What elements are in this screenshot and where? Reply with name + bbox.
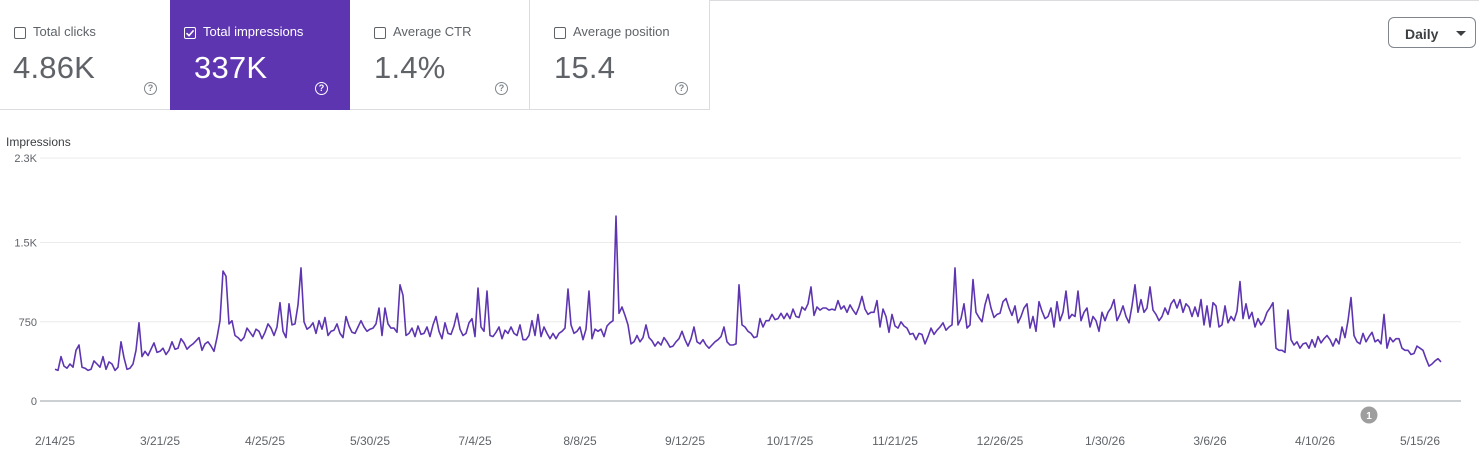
y-tick-label: 0 [31,396,37,408]
help-icon[interactable]: ? [495,82,508,95]
x-tick-label: 9/12/25 [665,434,705,448]
metric-card-total-impressions[interactable]: Total impressions 337K ? [170,0,350,110]
checkbox[interactable] [374,27,386,39]
caret-down-icon [1456,31,1466,36]
x-tick-label: 11/21/25 [872,434,918,448]
x-tick-label: 1/30/26 [1085,434,1125,448]
metric-label: Total clicks [33,24,96,39]
x-tick-label: 4/25/25 [245,434,285,448]
metric-value: 337K [194,50,268,85]
x-tick-label: 2/14/25 [35,434,75,448]
metric-label: Average position [573,24,670,39]
metric-label: Total impressions [203,24,304,39]
x-tick-label: 8/8/25 [563,434,597,448]
annotation-label: 1 [1366,411,1372,422]
help-icon[interactable]: ? [315,82,328,95]
checkbox-checked[interactable] [184,27,196,39]
check-icon [185,29,195,37]
metric-card-average-ctr[interactable]: Average CTR 1.4% ? [350,0,530,110]
y-axis-title: Impressions [6,135,71,149]
annotation-marker [1360,406,1378,424]
x-tick-label: 10/17/25 [767,434,814,448]
y-tick-label: 2.3K [14,153,37,165]
metric-value: 1.4% [374,50,446,85]
series-line-impressions [54,215,1442,372]
x-tick-label: 3/21/25 [140,434,180,448]
metric-card-average-position[interactable]: Average position 15.4 ? [530,0,710,110]
metric-cards: Total clicks 4.86K ? Total impressions 3… [0,0,710,111]
help-icon[interactable]: ? [144,82,157,95]
x-tick-label: 5/30/25 [350,434,390,448]
help-icon[interactable]: ? [675,82,688,95]
x-tick-label: 3/6/26 [1193,434,1227,448]
granularity-dropdown[interactable]: Daily [1388,17,1476,48]
metric-card-total-clicks[interactable]: Total clicks 4.86K ? [0,0,179,110]
x-tick-label: 7/4/25 [458,434,492,448]
x-tick-label: 4/10/26 [1295,434,1335,448]
dropdown-label: Daily [1405,26,1439,42]
metric-value: 4.86K [13,50,96,85]
checkbox[interactable] [14,27,26,39]
metric-value: 15.4 [554,50,616,85]
x-tick-label: 5/15/26 [1400,434,1440,448]
checkbox[interactable] [554,27,566,39]
x-tick-label: 12/26/25 [977,434,1024,448]
metric-label: Average CTR [393,24,472,39]
y-tick-label: 750 [19,317,37,329]
top-divider [710,0,1479,1]
y-tick-label: 1.5K [14,238,37,250]
